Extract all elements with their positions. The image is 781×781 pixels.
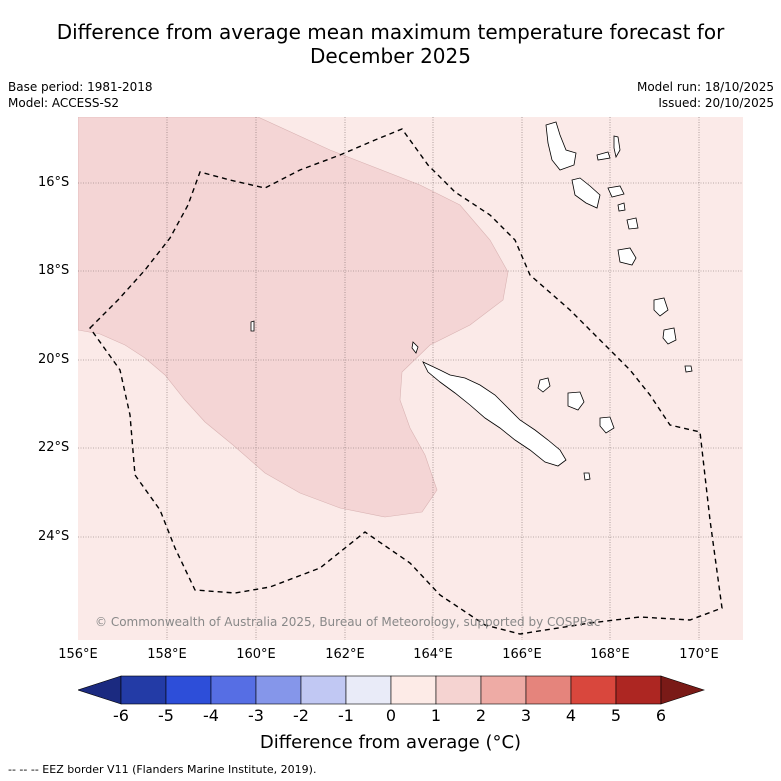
colorbar-block-4-to-5	[570, 675, 617, 705]
colorbar-block--5-to--4	[165, 675, 212, 705]
colorbar-extend-low	[78, 675, 122, 705]
island-ambae	[596, 151, 611, 161]
island-malakula	[571, 177, 601, 209]
coastlines	[250, 121, 693, 481]
colorbar-block--1-to-0	[345, 675, 392, 705]
island-new-caledonia	[422, 361, 567, 467]
lon-label-156e: 156°E	[58, 647, 98, 662]
colorbar-tick--1: -1	[338, 706, 354, 725]
island-epi	[617, 202, 626, 212]
lon-label-162e: 162°E	[325, 647, 365, 662]
colorbar-block--3-to--2	[255, 675, 302, 705]
island-pentecost	[613, 135, 621, 159]
island-loyalty-mare	[599, 416, 615, 434]
island-erromango	[617, 247, 637, 266]
colorbar-block-5-to-6	[615, 675, 662, 705]
colorbar-block--2-to--1	[300, 675, 347, 705]
colorbar	[78, 675, 705, 705]
colorbar-block-2-to-3	[480, 675, 527, 705]
base-period: Base period: 1981-2018	[8, 80, 153, 94]
island-aneityum	[662, 327, 677, 345]
chart-title-line2: December 2025	[310, 44, 471, 68]
colorbar-block--4-to--3	[210, 675, 257, 705]
colorbar-block-1-to-2	[435, 675, 482, 705]
colorbar-block--6-to--5	[120, 675, 167, 705]
island-loyalty-lifou	[567, 391, 585, 411]
colorbar-tick-4: 4	[565, 706, 577, 725]
copyright-notice: © Commonwealth of Australia 2025, Bureau…	[95, 615, 600, 629]
lon-label-168e: 168°E	[590, 647, 630, 662]
colorbar-extend-high	[660, 675, 705, 705]
lon-label-166e: 166°E	[502, 647, 542, 662]
lon-label-164e: 164°E	[413, 647, 453, 662]
island-tanna	[653, 297, 669, 317]
island-espiritu-santo	[545, 121, 577, 171]
island-ile-des-pins	[583, 472, 591, 481]
anomaly-region-1-2	[78, 117, 509, 518]
colorbar-tick--2: -2	[293, 706, 309, 725]
lon-label-160e: 160°E	[236, 647, 276, 662]
model-run: Model run: 18/10/2025	[636, 80, 774, 94]
colorbar-tick--3: -3	[248, 706, 264, 725]
island-chesterfield	[250, 320, 255, 332]
island-efate	[626, 217, 639, 230]
colorbar-tick-2: 2	[475, 706, 487, 725]
lat-label-18s: 18°S	[38, 263, 70, 278]
colorbar-tick--4: -4	[203, 706, 219, 725]
chart-title-line1: Difference from average mean maximum tem…	[56, 20, 725, 44]
colorbar-title: Difference from average (°C)	[259, 732, 522, 753]
colorbar-block-0-to-1	[390, 675, 437, 705]
island-loyalty-ouvea	[537, 377, 551, 393]
model-name: Model: ACCESS-S2	[8, 96, 120, 110]
eez-border	[89, 128, 723, 635]
colorbar-tick-6: 6	[655, 706, 667, 725]
lon-label-170e: 170°E	[679, 647, 719, 662]
colorbar-tick-1: 1	[430, 706, 442, 725]
colorbar-tick-5: 5	[610, 706, 622, 725]
island-ambrym	[607, 185, 625, 198]
lat-label-16s: 16°S	[38, 175, 70, 190]
map-panel: © Commonwealth of Australia 2025, Bureau…	[78, 117, 743, 640]
eez-legend: -- -- -- EEZ border V11 (Flanders Marine…	[8, 763, 317, 776]
colorbar-tick--6: -6	[113, 706, 129, 725]
colorbar-tick-0: 0	[385, 706, 397, 725]
lat-label-24s: 24°S	[38, 529, 70, 544]
island-belep	[411, 341, 419, 354]
colorbar-tick--5: -5	[158, 706, 174, 725]
lat-label-20s: 20°S	[38, 352, 70, 367]
colorbar-block-3-to-4	[525, 675, 572, 705]
gridlines	[78, 117, 743, 640]
colorbar-tick-3: 3	[520, 706, 532, 725]
issued-date: Issued: 20/10/2025	[658, 96, 774, 110]
lat-label-22s: 22°S	[38, 440, 70, 455]
lon-label-158e: 158°E	[147, 647, 187, 662]
island-small-east	[684, 365, 693, 373]
